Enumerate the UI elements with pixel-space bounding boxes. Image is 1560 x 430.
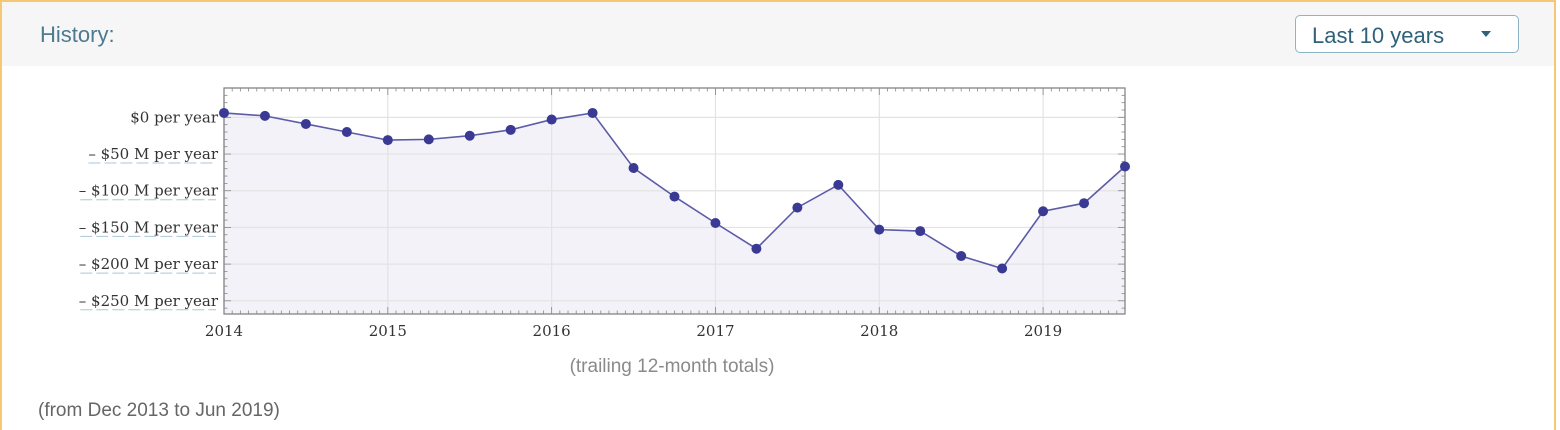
y-tick-label: – $50 M per year — [88, 145, 219, 163]
x-axis-labels: 2014 2015 2016 2017 2018 2019 — [205, 322, 1062, 340]
data-point — [997, 263, 1008, 274]
data-point — [751, 243, 762, 254]
data-point — [300, 118, 311, 129]
x-tick-label: 2016 — [533, 322, 571, 340]
data-point — [1038, 206, 1049, 217]
data-point — [915, 226, 926, 237]
x-tick-label: 2015 — [369, 322, 407, 340]
area-fill — [224, 112, 1125, 314]
data-point — [628, 162, 639, 173]
range-select[interactable]: Last 10 years — [1295, 15, 1519, 53]
chart-points — [219, 107, 1130, 274]
y-tick-label: – $100 M per year — [79, 182, 219, 200]
data-point — [341, 127, 352, 138]
data-point — [464, 130, 475, 141]
data-point — [1079, 198, 1090, 209]
x-tick-label: 2014 — [205, 322, 243, 340]
data-point — [546, 114, 557, 125]
history-header: History: Last 10 years — [2, 2, 1554, 66]
x-tick-label: 2017 — [696, 322, 734, 340]
x-tick-label: 2018 — [860, 322, 898, 340]
data-point — [505, 124, 516, 135]
data-point — [1120, 161, 1130, 172]
range-select-label: Last 10 years — [1312, 23, 1445, 48]
date-range-note: (from Dec 2013 to Jun 2019) — [38, 400, 280, 421]
data-point — [587, 107, 598, 118]
chart-subtitle: (trailing 12-month totals) — [570, 356, 775, 377]
data-point — [710, 218, 721, 229]
y-tick-label: – $200 M per year — [79, 255, 219, 273]
history-chart: $0 per year – $50 M per year – $100 M per … — [79, 87, 1130, 377]
y-tick-label: $0 per year — [130, 108, 219, 126]
data-point — [956, 251, 967, 262]
data-point — [423, 134, 434, 145]
data-point — [833, 179, 844, 190]
data-point — [219, 107, 229, 118]
chart-ticks — [223, 88, 1126, 314]
data-point — [669, 191, 680, 202]
caret-down-icon — [1481, 31, 1491, 37]
y-axis-labels: $0 per year – $50 M per year – $100 M per … — [79, 108, 219, 311]
x-tick-label: 2019 — [1024, 322, 1062, 340]
data-point — [874, 224, 885, 235]
data-point — [792, 202, 803, 213]
data-point — [259, 110, 270, 121]
data-point — [382, 135, 393, 146]
y-tick-label: – $250 M per year — [79, 292, 219, 310]
history-title: History: — [40, 22, 115, 47]
chart-area-fill — [224, 112, 1125, 314]
y-tick-label: – $150 M per year — [79, 218, 219, 236]
